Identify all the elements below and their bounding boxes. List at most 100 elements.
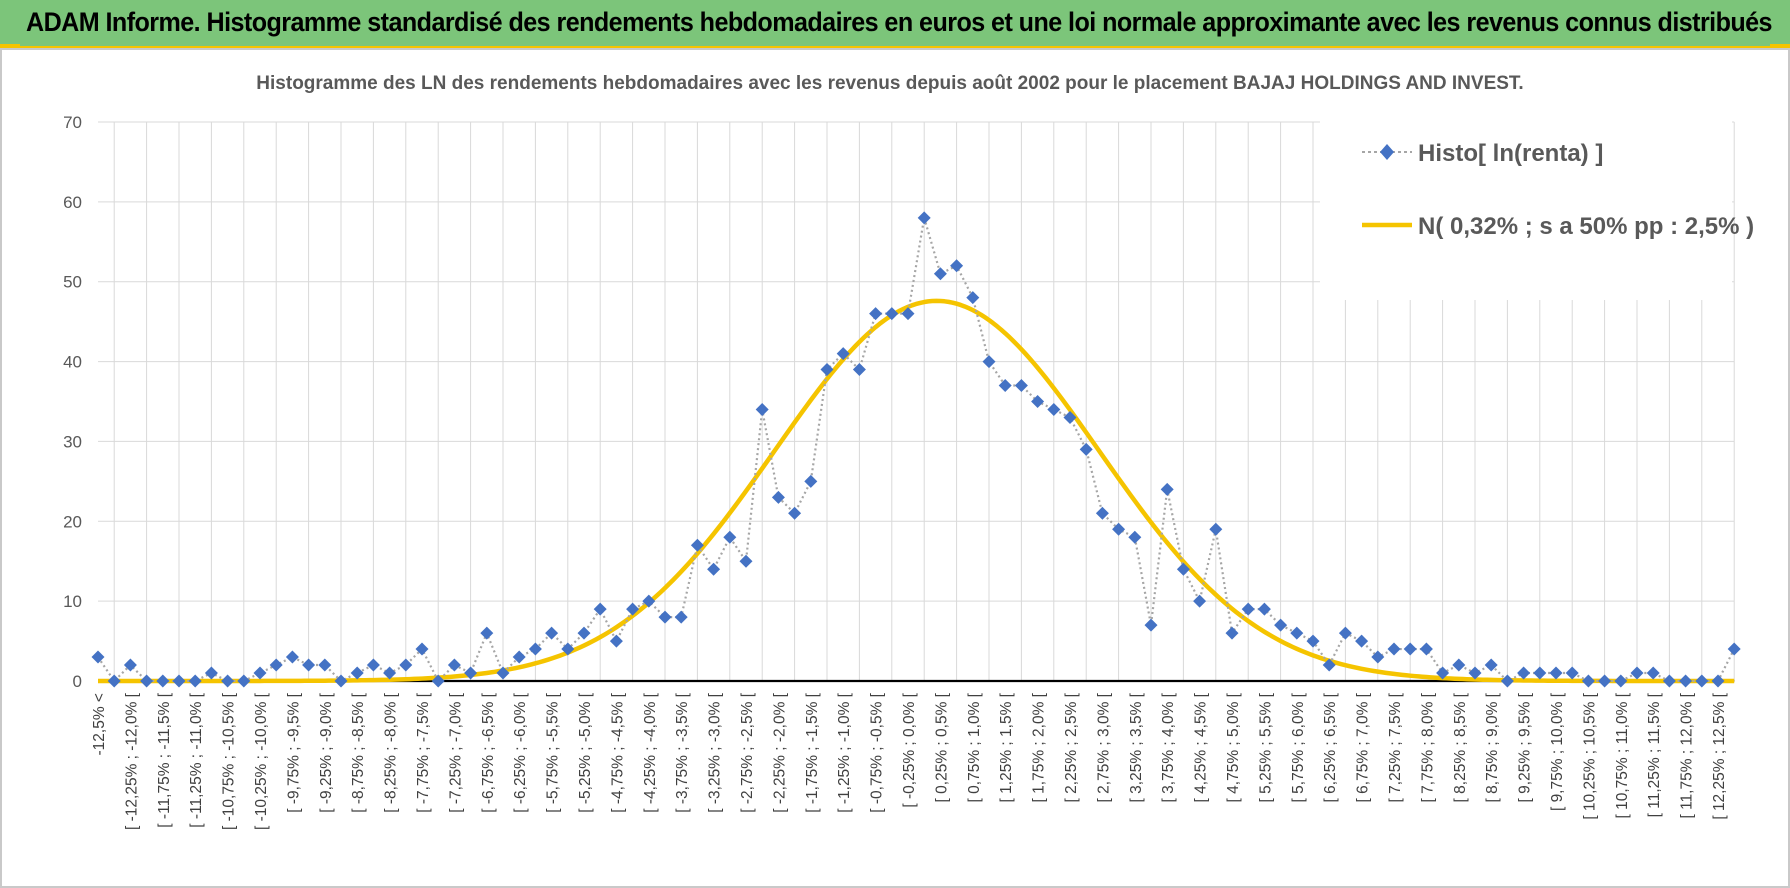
histogram-point-marker: [804, 474, 818, 488]
histogram-point-marker: [1387, 642, 1401, 656]
x-tick-label: [ 10,75% ; 11,0% [: [1614, 692, 1631, 818]
histogram-point-marker: [447, 658, 461, 672]
x-tick-label: [ -6,25% ; -6,0% [: [512, 692, 529, 812]
histogram-point-marker: [107, 674, 121, 688]
histogram-point-marker: [1727, 642, 1741, 656]
histogram-point-marker: [431, 674, 445, 688]
histogram-point-marker: [156, 674, 170, 688]
histogram-point-marker: [1225, 626, 1239, 640]
x-tick-label: [ -8,75% ; -8,5% [: [350, 692, 367, 812]
histogram-point-marker: [1695, 674, 1709, 688]
histogram-point-marker: [1452, 658, 1466, 672]
y-tick-label: 20: [63, 512, 82, 531]
histogram-point-marker: [1306, 634, 1320, 648]
x-tick-label: [ -5,25% ; -5,0% [: [577, 692, 594, 812]
histogram-point-marker: [561, 642, 575, 656]
histogram-point-marker: [91, 650, 105, 664]
histogram-point-marker: [1079, 442, 1093, 456]
x-tick-label: [ 4,25% ; 4,5% [: [1193, 692, 1210, 802]
histogram-point-marker: [253, 666, 267, 680]
histogram-point-marker: [415, 642, 429, 656]
x-tick-label: [ 4,75% ; 5,0% [: [1225, 692, 1242, 802]
x-tick-label: [ 6,75% ; 7,0% [: [1355, 692, 1372, 802]
x-tick-label: [ 9,75% ; 10,0% [: [1549, 692, 1566, 811]
histogram-point-marker: [285, 650, 299, 664]
histogram-point-marker: [885, 307, 899, 321]
legend: Histo[ ln(renta) ] N( 0,32% ; s a 50% pp…: [1320, 110, 1754, 300]
x-tick-label: [ -10,25% ; -10,0% [: [253, 692, 270, 830]
histogram-point-marker: [1355, 634, 1369, 648]
histogram-point-marker: [966, 291, 980, 305]
histogram-point-marker: [1014, 379, 1028, 393]
histogram-point-marker: [480, 626, 494, 640]
histogram-point-marker: [399, 658, 413, 672]
x-tick-label: [ -0,25% ; 0,0% [: [901, 692, 918, 807]
banner-corner-right: [1770, 44, 1790, 50]
report-banner: ADAM Informe. Histogramme standardisé de…: [0, 0, 1790, 48]
x-tick-label: [ 5,75% ; 6,0% [: [1290, 692, 1307, 802]
histogram-point-marker: [674, 610, 688, 624]
histogram-point-marker: [1176, 562, 1190, 576]
x-tick-label: -12,5% <: [91, 693, 108, 755]
x-tick-label: [ -1,75% ; -1,5% [: [804, 692, 821, 812]
histogram-point-marker: [123, 658, 137, 672]
x-tick-label: [ 1,25% ; 1,5% [: [998, 692, 1015, 802]
x-tick-label: [ 10,25% ; 10,5% [: [1581, 692, 1598, 819]
y-tick-label: 60: [63, 193, 82, 212]
x-tick-label: [ -0,75% ; -0,5% [: [869, 692, 886, 812]
y-tick-label: 10: [63, 592, 82, 611]
histogram-point-marker: [998, 379, 1012, 393]
legend-label-histogram: Histo[ ln(renta) ]: [1418, 140, 1603, 167]
histogram-markers: [91, 211, 1741, 688]
x-tick-label: [ 2,75% ; 3,0% [: [1095, 692, 1112, 802]
histogram-point-marker: [1581, 674, 1595, 688]
histogram-point-marker: [1533, 666, 1547, 680]
histogram-point-marker: [318, 658, 332, 672]
histogram-point-marker: [1193, 594, 1207, 608]
histogram-point-marker: [366, 658, 380, 672]
histogram-point-marker: [609, 634, 623, 648]
histogram-point-marker: [221, 674, 235, 688]
x-tick-label: [ 9,25% ; 9,5% [: [1517, 692, 1534, 802]
x-tick-label: [ 8,25% ; 8,5% [: [1452, 692, 1469, 802]
x-tick-label: [ -12,25% ; -12,0% [: [123, 692, 140, 830]
histogram-point-marker: [836, 347, 850, 361]
histogram-point-marker: [1500, 674, 1514, 688]
x-axis-ticks: -12,5% < [ -12,25% ; -12,0% [ [ -11,75% ; …: [91, 692, 1728, 830]
histogram-point-marker: [1063, 410, 1077, 424]
vertical-gridlines: [113, 122, 1735, 681]
histogram-point-marker: [901, 307, 915, 321]
x-tick-label: [ 7,75% ; 8,0% [: [1419, 692, 1436, 802]
x-tick-label: [ -5,75% ; -5,5% [: [545, 692, 562, 812]
x-tick-label: [ 1,75% ; 2,0% [: [1031, 692, 1048, 802]
histogram-point-marker: [350, 666, 364, 680]
histogram-point-marker: [933, 267, 947, 281]
x-tick-label: [ -4,25% ; -4,0% [: [642, 692, 659, 812]
normal-curve-line: [98, 298, 1735, 684]
x-tick-label: [ -7,25% ; -7,0% [: [447, 692, 464, 812]
histogram-point-marker: [593, 602, 607, 616]
histogram-point-marker: [771, 490, 785, 504]
histogram-point-marker: [1209, 522, 1223, 536]
legend-swatch-diamond-icon: [1380, 144, 1394, 160]
histogram-point-marker: [1711, 674, 1725, 688]
histogram-point-marker: [1403, 642, 1417, 656]
x-tick-label: [ 3,25% ; 3,5% [: [1128, 692, 1145, 802]
x-tick-label: [ -11,75% ; -11,5% [: [156, 692, 173, 827]
histogram-point-marker: [383, 666, 397, 680]
histogram-point-marker: [172, 674, 186, 688]
y-tick-label: 70: [63, 113, 82, 132]
histogram-point-marker: [464, 666, 478, 680]
histogram-point-marker: [917, 211, 931, 225]
histogram-point-marker: [1144, 618, 1158, 632]
x-tick-label: [ 6,25% ; 6,5% [: [1322, 692, 1339, 802]
histogram-point-marker: [1565, 666, 1579, 680]
histogram-point-marker: [1614, 674, 1628, 688]
x-tick-label: [ 8,75% ; 9,0% [: [1484, 692, 1501, 802]
histogram-point-marker: [1419, 642, 1433, 656]
x-tick-label: [ 11,75% ; 12,0% [: [1679, 692, 1696, 818]
x-tick-label: [ 0,75% ; 1,0% [: [966, 692, 983, 802]
x-tick-label: [ -7,75% ; -7,5% [: [415, 692, 432, 812]
histogram-point-marker: [237, 674, 251, 688]
histogram-point-marker: [140, 674, 154, 688]
